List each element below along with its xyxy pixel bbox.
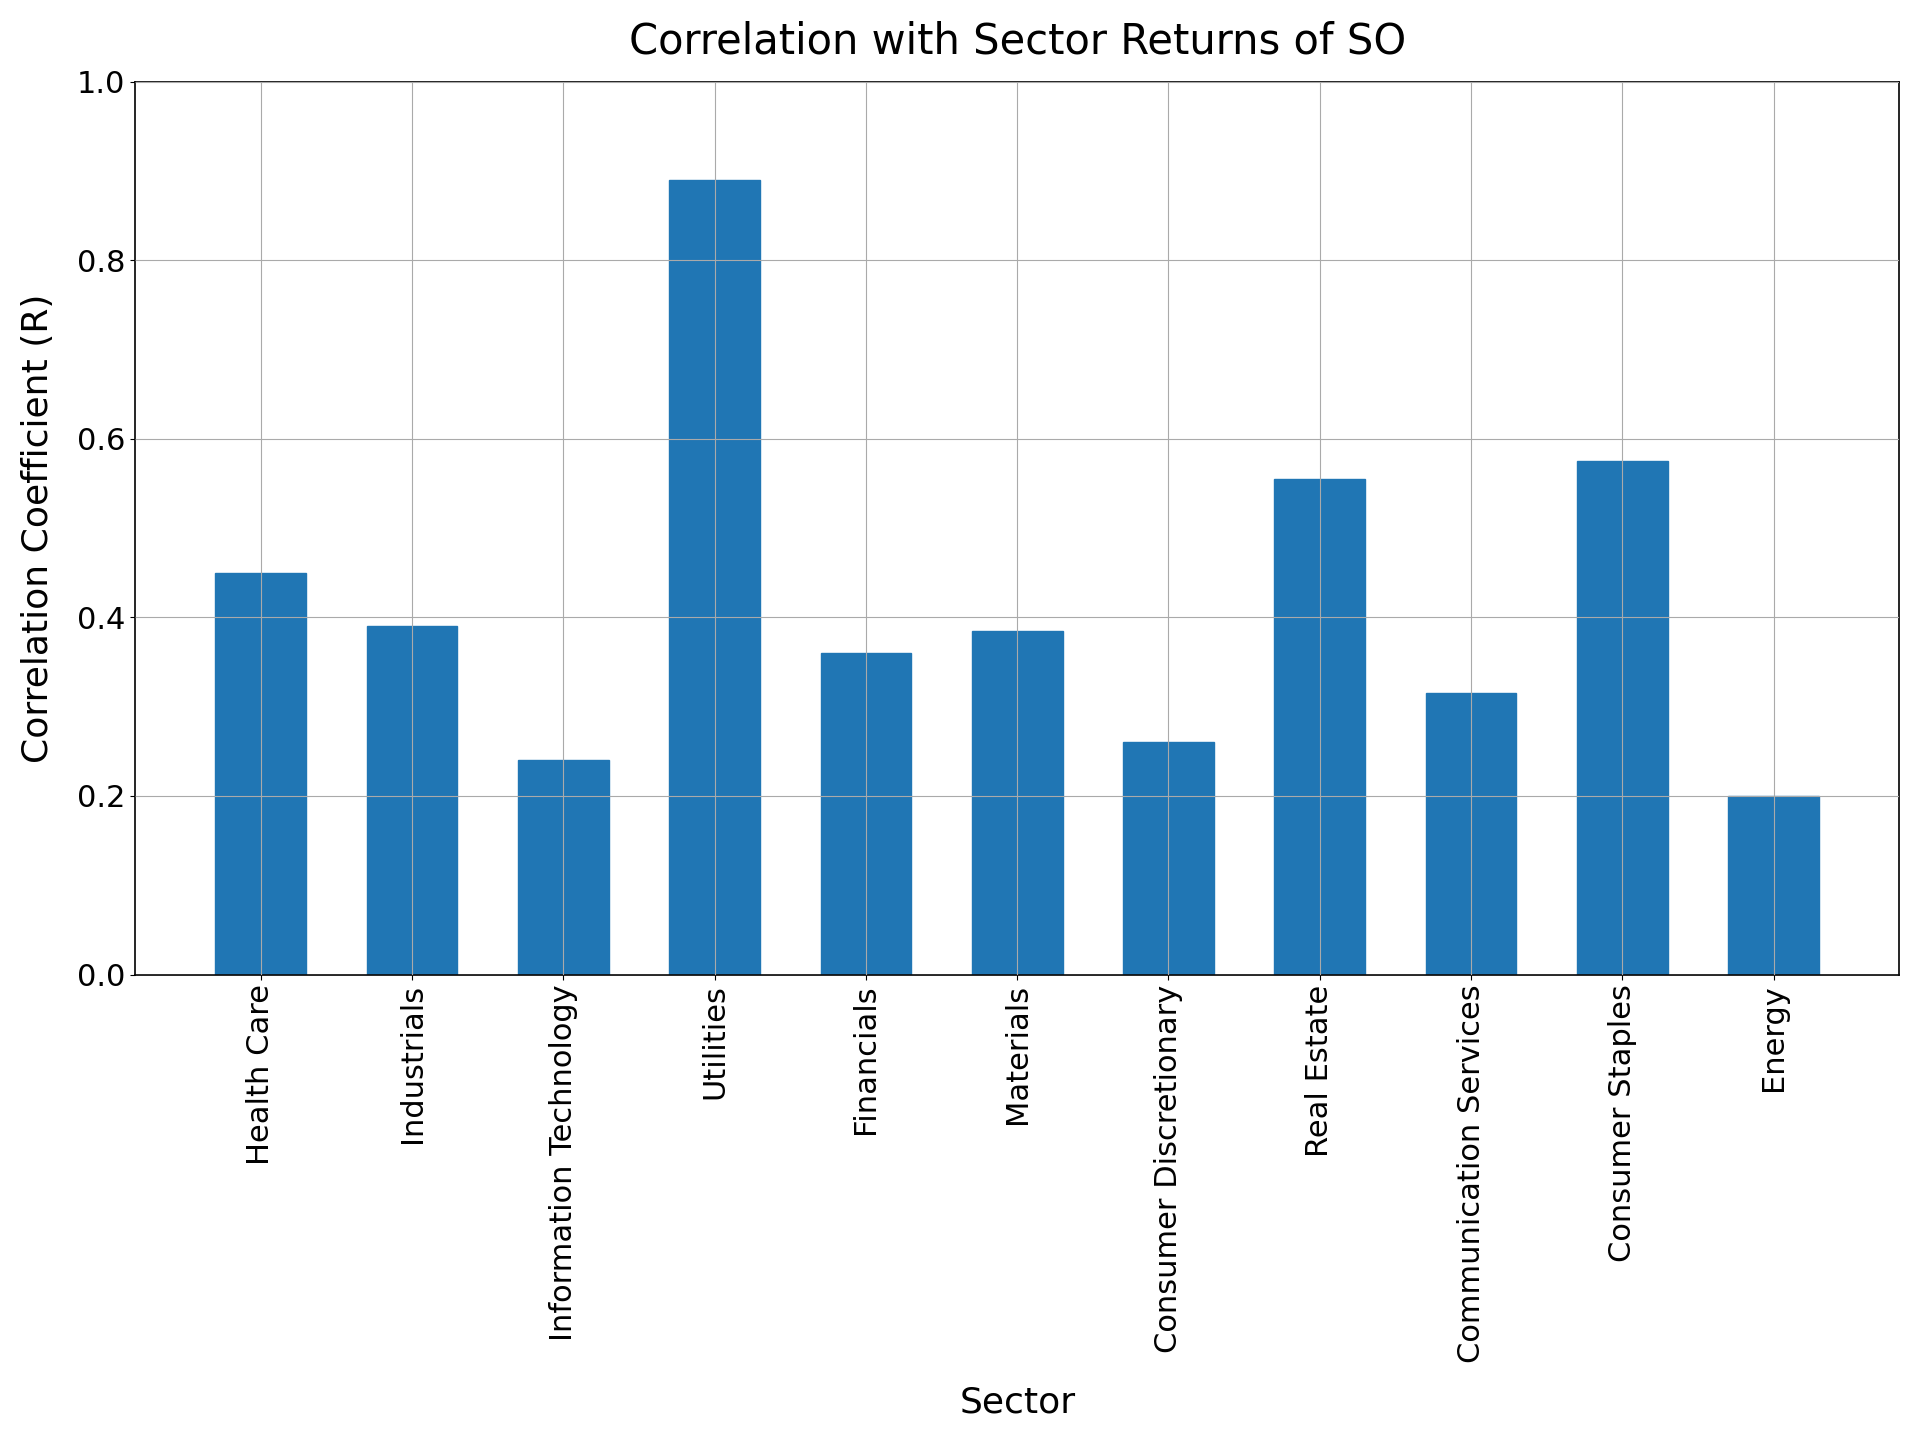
Bar — [367, 626, 457, 975]
X-axis label: Sector: Sector — [960, 1385, 1075, 1420]
Bar — [820, 654, 912, 975]
Bar — [1275, 480, 1365, 975]
Bar — [1123, 743, 1213, 975]
Title: Correlation with Sector Returns of SO: Correlation with Sector Returns of SO — [628, 20, 1405, 63]
Bar — [972, 631, 1062, 975]
Y-axis label: Correlation Coefficient (R): Correlation Coefficient (R) — [21, 294, 56, 763]
Bar — [1427, 693, 1517, 975]
Bar — [1728, 796, 1818, 975]
Bar — [670, 180, 760, 975]
Bar — [1576, 461, 1668, 975]
Bar — [215, 573, 305, 975]
Bar — [518, 760, 609, 975]
